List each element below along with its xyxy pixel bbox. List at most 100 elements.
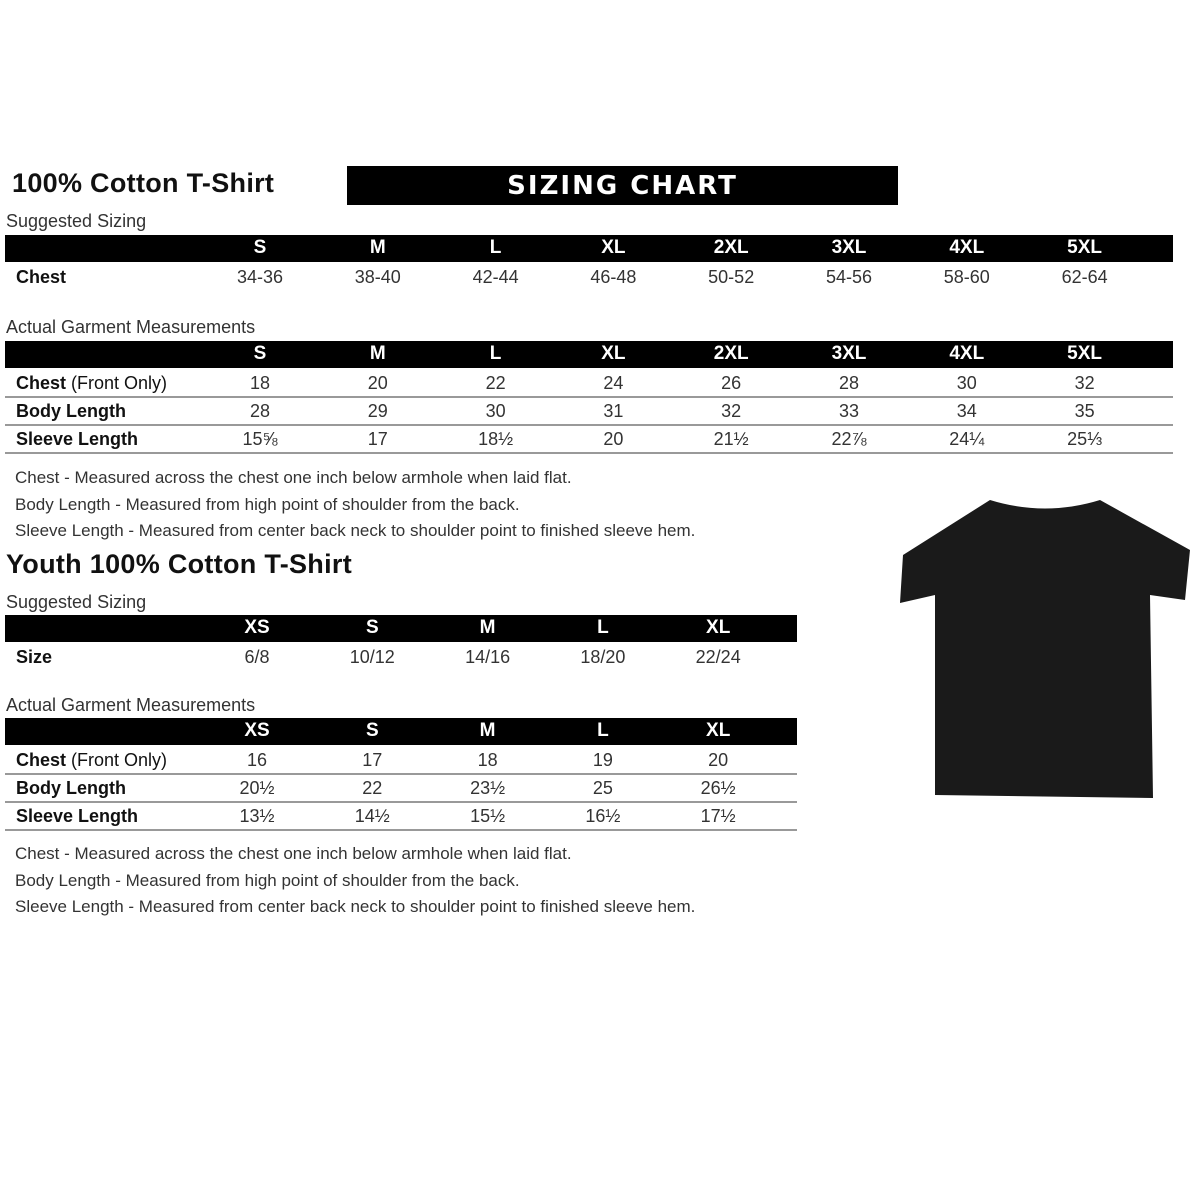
table-cell: 14/16 xyxy=(465,647,511,667)
table-cell: 25 xyxy=(592,778,613,798)
table-cell: 17 xyxy=(367,429,388,449)
table-cell: 24¼ xyxy=(949,429,985,449)
table-cell: 19 xyxy=(592,750,613,770)
youth-actual-label: Actual Garment Measurements xyxy=(6,695,256,715)
table-cell: 20 xyxy=(367,373,388,393)
table-cell: 25⅓ xyxy=(1067,429,1103,449)
table-cell: 31 xyxy=(603,401,624,421)
table-cell: 17½ xyxy=(700,806,736,826)
table-cell: 10/12 xyxy=(349,647,395,667)
size-header-cell: L xyxy=(489,343,502,364)
row-divider xyxy=(5,829,797,831)
table-cell: 18 xyxy=(477,750,498,770)
row-label-text: Size xyxy=(16,647,53,667)
table-cell: 21½ xyxy=(713,429,749,449)
row-label-text: Chest xyxy=(16,373,67,393)
youth-size-header: XS S M L XL xyxy=(5,718,797,745)
table-cell: 20 xyxy=(603,429,624,449)
size-header-cell: M xyxy=(479,617,496,638)
table-cell: 50-52 xyxy=(708,267,755,287)
sizing-chart-banner: SIZING CHART xyxy=(347,166,898,205)
table-cell: 6/8 xyxy=(244,647,270,667)
note-chest: Chest - Measured across the chest one in… xyxy=(15,468,572,487)
table-cell: 22 xyxy=(485,373,506,393)
size-header-cell: S xyxy=(365,720,379,741)
youth-size-header: XS S M L XL xyxy=(5,615,797,642)
row-divider xyxy=(5,801,797,803)
table-cell: 20 xyxy=(708,750,729,770)
adult-title: 100% Cotton T-Shirt xyxy=(12,168,275,198)
table-row: Chest (Front Only) 18 20 22 24 26 28 30 32 xyxy=(5,370,1173,398)
table-cell: 35 xyxy=(1074,401,1095,421)
table-row: Chest 34-36 38-40 42-44 46-48 50-52 54-56 58-60… xyxy=(5,264,1173,292)
row-label-text: Chest xyxy=(16,750,67,770)
size-header-cell: M xyxy=(479,720,496,741)
adult-size-header: S M L XL 2XL 3XL 4XL 5XL xyxy=(5,341,1173,368)
youth-notes: Chest - Measured across the chest one in… xyxy=(15,841,695,921)
row-label-text: Sleeve Length xyxy=(16,429,139,449)
row-label-text: Sleeve Length xyxy=(16,806,139,826)
table-cell: 42-44 xyxy=(472,267,519,287)
table-row: Sleeve Length 15⅝ 17 18½ 20 21½ 22⅞ 24¼ 25⅓ xyxy=(5,426,1173,454)
table-cell: 54-56 xyxy=(825,267,873,287)
table-cell: 24 xyxy=(603,373,624,393)
size-header-cell: XS xyxy=(244,720,270,741)
size-header-cell: XL xyxy=(601,343,626,364)
table-cell: 30 xyxy=(485,401,506,421)
row-label: Body Length xyxy=(16,778,126,799)
table-cell: 46-48 xyxy=(590,267,637,287)
table-row: Body Length 20½ 22 23½ 25 26½ xyxy=(5,775,797,803)
size-header-cell: L xyxy=(489,237,502,258)
size-header-cell: 3XL xyxy=(831,343,867,364)
note-chest: Chest - Measured across the chest one in… xyxy=(15,844,572,863)
size-header-cell: 5XL xyxy=(1067,343,1103,364)
table-cell: 29 xyxy=(367,401,388,421)
table-cell: 20½ xyxy=(239,778,275,798)
table-cell: 22 xyxy=(362,778,383,798)
table-cell: 18/20 xyxy=(580,647,626,667)
table-cell: 34-36 xyxy=(236,267,284,287)
size-header-cell: S xyxy=(253,237,267,258)
size-header-cell: S xyxy=(365,617,379,638)
row-label-text: Body Length xyxy=(16,778,126,798)
size-header-cell: XL xyxy=(601,237,626,258)
row-label-text: Body Length xyxy=(16,401,126,421)
row-label: Body Length xyxy=(16,401,126,422)
row-label: Chest (Front Only) xyxy=(16,373,167,394)
size-header-cell: 4XL xyxy=(949,237,985,258)
note-sleeve: Sleeve Length - Measured from center bac… xyxy=(15,521,696,540)
youth-suggested-label: Suggested Sizing xyxy=(6,592,147,612)
table-cell: 32 xyxy=(721,401,742,421)
row-label-note: (Front Only) xyxy=(66,750,168,770)
row-label: Size xyxy=(16,647,52,668)
note-sleeve: Sleeve Length - Measured from center bac… xyxy=(15,897,696,916)
adult-suggested-label: Suggested Sizing xyxy=(6,211,147,231)
table-cell: 28 xyxy=(838,373,860,393)
tshirt-image xyxy=(900,500,1190,798)
table-cell: 14½ xyxy=(354,806,390,826)
row-divider xyxy=(5,773,797,775)
row-label: Chest (Front Only) xyxy=(16,750,167,771)
table-cell: 15½ xyxy=(470,806,506,826)
table-cell: 17 xyxy=(362,750,383,770)
size-header-cell: 2XL xyxy=(713,343,749,364)
table-cell: 62-64 xyxy=(1061,267,1108,287)
row-label: Chest xyxy=(16,267,66,288)
note-body: Body Length - Measured from high point o… xyxy=(15,870,520,890)
table-cell: 26½ xyxy=(700,778,736,798)
size-header-cell: M xyxy=(369,237,386,258)
table-cell: 22/24 xyxy=(695,647,741,667)
table-cell: 23½ xyxy=(470,778,506,798)
table-cell: 16½ xyxy=(585,806,621,826)
size-header-cell: M xyxy=(369,343,386,364)
adult-notes: Chest - Measured across the chest one in… xyxy=(15,465,695,545)
size-header-cell: 5XL xyxy=(1067,237,1103,258)
table-cell: 18 xyxy=(249,373,271,393)
table-cell: 58-60 xyxy=(943,267,990,287)
size-header-cell: XL xyxy=(706,720,731,741)
table-cell: 38-40 xyxy=(354,267,401,287)
row-label: Sleeve Length xyxy=(16,429,138,450)
row-label-note: (Front Only) xyxy=(66,373,168,393)
table-cell: 26 xyxy=(721,373,742,393)
size-header-cell: 3XL xyxy=(831,237,867,258)
